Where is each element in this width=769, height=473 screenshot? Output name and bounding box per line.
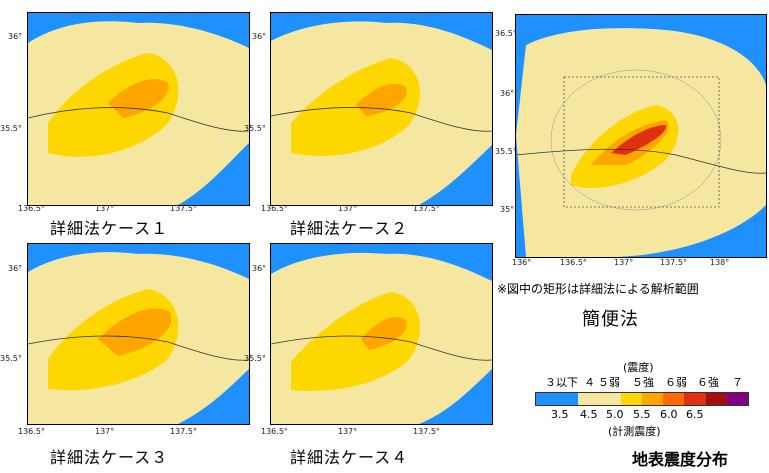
caption-case-2: 詳細法ケース２	[290, 219, 409, 238]
x-tick: 136.5°	[261, 427, 288, 436]
x-tick: 137.5°	[170, 204, 197, 213]
y-tick: 36°	[8, 264, 23, 273]
legend-class-7: ７	[732, 376, 743, 389]
legend-class-6l: ６弱	[665, 376, 687, 389]
scale-title: (計測震度)	[608, 425, 661, 438]
caption-simple: 簡便法	[582, 309, 639, 330]
legend-class-5u: ５強	[632, 376, 654, 389]
intensity-map-3	[28, 244, 249, 424]
y-tick: 35.5°	[244, 354, 266, 363]
color-scale	[535, 392, 749, 406]
y-tick: 35°	[500, 205, 515, 214]
scale-strong	[684, 393, 706, 405]
y-tick: 35.5°	[0, 354, 22, 363]
caption-case-4: 詳細法ケース４	[290, 448, 409, 467]
x-tick: 137°	[95, 204, 115, 213]
intensity-map-2	[271, 13, 492, 205]
legend-class-3: ３以下	[545, 376, 578, 389]
x-tick: 137°	[614, 258, 634, 267]
scale-value: 3.5	[551, 408, 569, 421]
x-tick: 137.5°	[660, 258, 687, 267]
y-tick: 36°	[8, 32, 23, 41]
scale-higher	[663, 393, 685, 405]
scale-value: 4.5	[580, 408, 598, 421]
scale-value: 6.0	[660, 408, 678, 421]
x-tick: 138°	[710, 258, 730, 267]
figure-title: 地表震度分布	[632, 450, 729, 469]
y-tick: 35.5°	[0, 124, 22, 133]
map-case-2	[270, 12, 493, 206]
intensity-map-simple	[516, 15, 766, 257]
x-tick: 137°	[338, 204, 358, 213]
legend-class-6u: ６強	[697, 376, 719, 389]
legend-class-5l: ５弱	[598, 376, 620, 389]
caption-case-1: 詳細法ケース１	[50, 219, 169, 238]
y-tick: 36°	[500, 89, 515, 98]
scale-low	[578, 393, 621, 405]
intensity-map-4	[271, 244, 492, 424]
analysis-range-note: ※図中の矩形は詳細法による解析範囲	[497, 282, 699, 296]
intensity-map-1	[28, 13, 249, 205]
scale-max	[726, 393, 749, 405]
scale-severe	[705, 393, 727, 405]
map-case-3	[27, 243, 250, 425]
y-tick: 36°	[252, 264, 267, 273]
y-tick: 36.5°	[495, 29, 517, 38]
scale-value: 5.0	[606, 408, 624, 421]
legend-title: (震度)	[623, 361, 654, 374]
x-tick: 136.5°	[18, 204, 45, 213]
analysis-rectangle	[563, 76, 720, 208]
x-tick: 137.5°	[170, 427, 197, 436]
y-tick: 35.5°	[495, 147, 517, 156]
map-case-4	[270, 243, 493, 425]
map-case-1	[27, 12, 250, 206]
y-tick: 35.5°	[244, 124, 266, 133]
scale-value: 6.5	[686, 408, 704, 421]
scale-high	[642, 393, 664, 405]
x-tick: 137°	[95, 427, 115, 436]
caption-case-3: 詳細法ケース３	[50, 448, 169, 467]
scale-mid	[620, 393, 643, 405]
scale-value: 5.5	[633, 408, 651, 421]
x-tick: 137°	[338, 427, 358, 436]
x-tick: 136°	[512, 258, 532, 267]
map-simple	[515, 14, 767, 258]
x-tick: 137.5°	[413, 204, 440, 213]
x-tick: 136.5°	[261, 204, 288, 213]
x-tick: 137.5°	[413, 427, 440, 436]
x-tick: 136.5°	[18, 427, 45, 436]
scale-sea	[536, 393, 579, 405]
x-tick: 136.5°	[560, 258, 587, 267]
legend-class-4: ４	[584, 376, 595, 389]
y-tick: 36°	[252, 32, 267, 41]
